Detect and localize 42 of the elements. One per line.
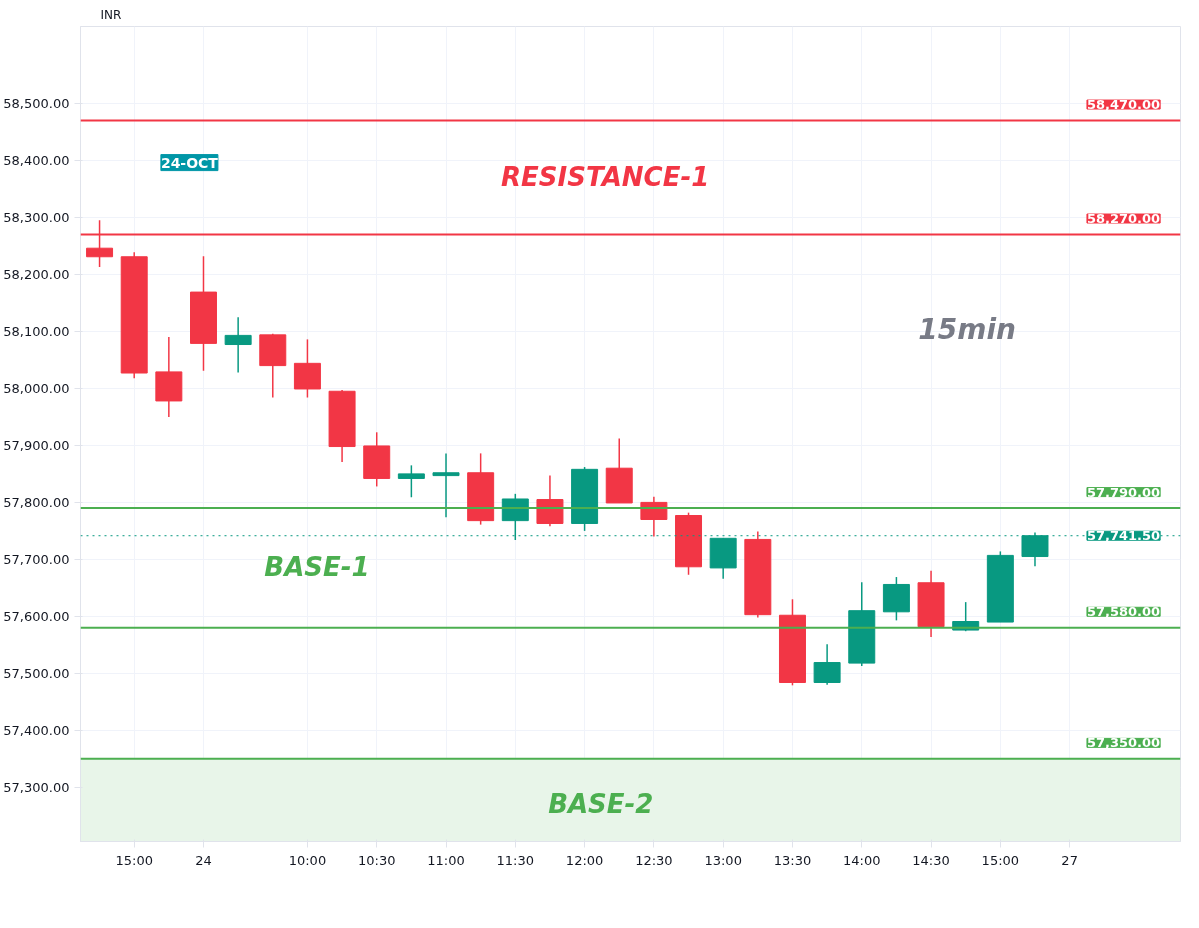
y-tick-label: 57,400.00	[3, 722, 70, 738]
ref-line-label: 57,580.00	[1086, 604, 1161, 620]
annotation: RESISTANCE-1	[501, 162, 710, 193]
y-tick-label: 58,300.00	[3, 209, 70, 225]
y-tick-label: 57,600.00	[3, 608, 70, 624]
x-tick-label: 12:00	[565, 852, 604, 868]
ref-line-label: 58,470.00	[1086, 97, 1161, 113]
annotation: 15min	[918, 313, 1016, 347]
candlestick	[397, 464, 425, 499]
x-tick-label: 13:00	[704, 852, 742, 868]
y-tick-label: 58,500.00	[3, 95, 70, 111]
ref-line-label: 57,350.00	[1086, 735, 1161, 751]
y-tick-label: 58,100.00	[3, 323, 70, 339]
candlestick	[432, 452, 460, 518]
y-tick-label: 58,200.00	[3, 266, 70, 282]
x-tick-label: 11:30	[496, 852, 535, 868]
y-tick-label: 57,500.00	[3, 665, 70, 681]
annotation: BASE-2	[548, 789, 654, 820]
ref-line-label: 57,790.00	[1086, 484, 1161, 500]
x-tick-label: 10:30	[357, 852, 396, 868]
x-tick-label: 14:30	[912, 852, 950, 868]
y-axis-title: INR	[100, 7, 122, 22]
x-tick-label: 24	[195, 852, 212, 868]
y-tick-label: 57,800.00	[3, 494, 70, 510]
y-tick-label: 58,000.00	[3, 380, 70, 396]
ref-line-label: 57,741.50	[1086, 528, 1161, 544]
annotation: BASE-1	[264, 551, 370, 582]
y-tick-label: 57,300.00	[3, 779, 70, 795]
x-tick-label: 13:30	[773, 852, 812, 868]
candlestick	[224, 316, 252, 374]
x-tick-label: 14:00	[843, 852, 881, 868]
y-tick-label: 58,400.00	[3, 152, 70, 168]
y-tick-label: 57,700.00	[3, 551, 70, 567]
x-tick-label: 12:30	[635, 852, 673, 868]
annotation: 24-OCT	[160, 154, 219, 171]
x-tick-label: 15:00	[981, 852, 1020, 868]
x-tick-label: 27	[1061, 852, 1078, 868]
x-tick-label: 11:00	[427, 852, 465, 868]
ref-line-label: 58,270.00	[1086, 211, 1161, 227]
y-tick-label: 57,900.00	[3, 437, 70, 453]
x-tick-label: 15:00	[115, 852, 153, 868]
x-tick-label: 10:00	[288, 852, 327, 868]
